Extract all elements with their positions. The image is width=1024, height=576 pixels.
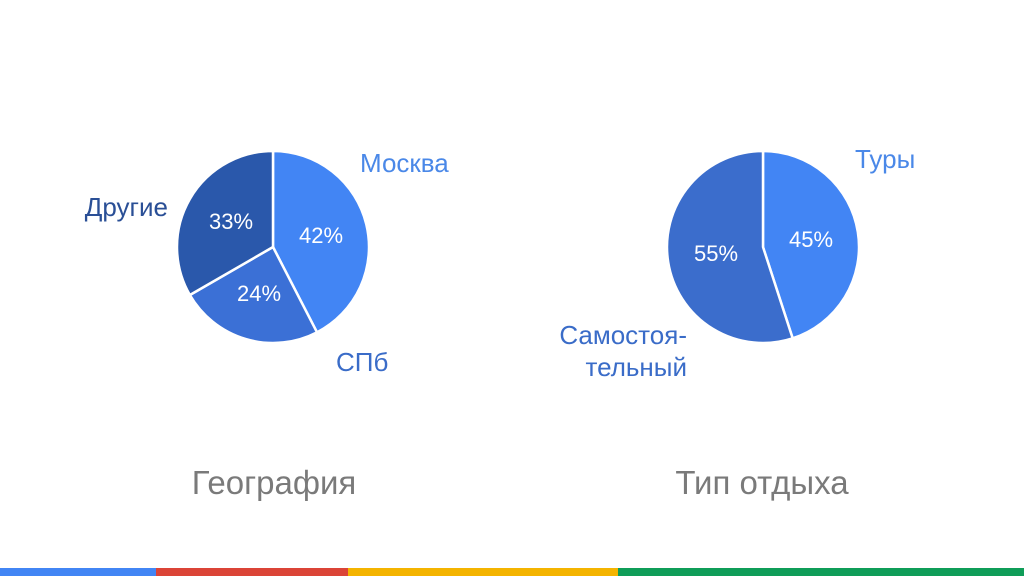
pie-chart-1: 45% 55% Туры Самостоя-тельный xyxy=(559,144,915,382)
slice-percent-label: 33% xyxy=(209,209,253,234)
pie-slice xyxy=(665,149,794,345)
brand-bar-segment xyxy=(155,568,349,576)
pie-slice xyxy=(761,149,861,340)
pie-chart-0: 42% 24% 33% Москва СПб Другие xyxy=(85,148,450,377)
slice-category-label: Туры xyxy=(855,144,915,174)
slice-percent-label: 45% xyxy=(789,227,833,252)
chart-title-geography: География xyxy=(191,464,357,501)
slice-percent-label: 24% xyxy=(237,281,281,306)
brand-bar-segment xyxy=(618,568,1024,576)
brand-bar-segment xyxy=(0,568,156,576)
slice-percent-label: 42% xyxy=(299,223,343,248)
slice-category-label: Другие xyxy=(85,192,168,222)
brand-bar-segment xyxy=(348,568,619,576)
slice-category-label: СПб xyxy=(336,347,388,377)
brand-color-bar xyxy=(0,568,1024,576)
pie-slice xyxy=(271,149,371,334)
pie-slice xyxy=(175,149,275,297)
slice-category-label: Самостоя-тельный xyxy=(559,320,687,382)
chart-title-vacation-type: Тип отдыха xyxy=(675,464,849,501)
pie-slice xyxy=(188,245,319,345)
slice-percent-label: 55% xyxy=(694,241,738,266)
slice-category-label: Москва xyxy=(360,148,449,178)
